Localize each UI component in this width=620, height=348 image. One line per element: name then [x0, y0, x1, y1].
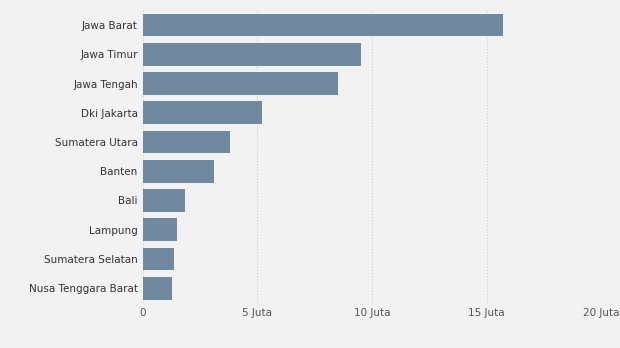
Bar [143, 189, 185, 212]
Bar [143, 218, 177, 241]
Bar [143, 160, 214, 183]
Bar [143, 72, 337, 95]
Bar [143, 14, 503, 37]
Bar [143, 247, 174, 270]
Bar [143, 43, 360, 66]
Bar [143, 277, 172, 300]
Bar [143, 130, 230, 153]
Bar [143, 101, 262, 124]
